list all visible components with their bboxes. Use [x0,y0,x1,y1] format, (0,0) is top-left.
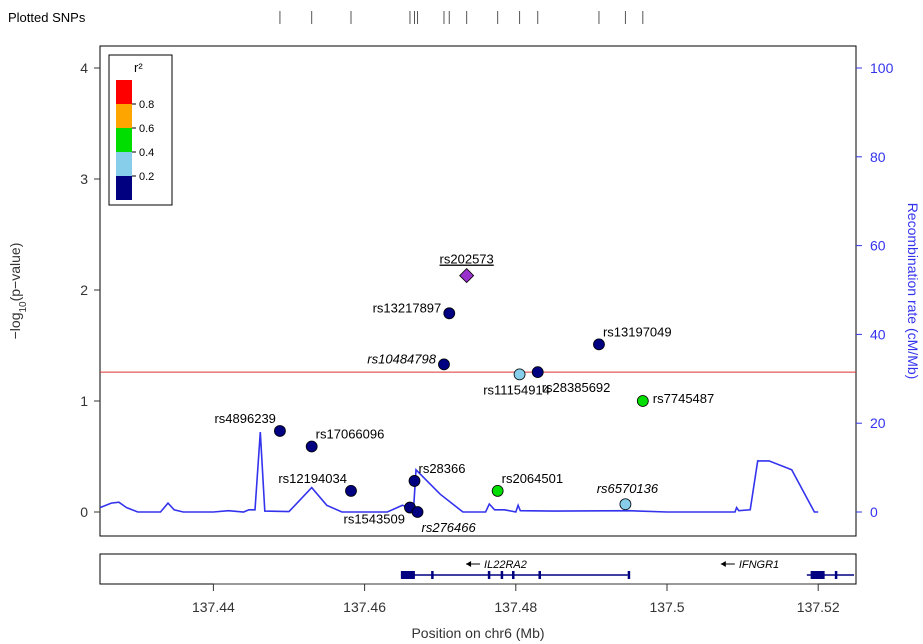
legend-label-0: 0.8 [139,99,154,111]
y-tick-label-0: 0 [80,504,88,520]
snp-label-rs28366: rs28366 [418,461,465,476]
snp-point-rs28385692 [531,366,544,379]
gene-exon-IL22RA2-7 [627,571,631,579]
gene-exon-IL22RA2-6 [538,571,541,579]
gene-exon-IL22RA2-3 [487,571,491,579]
legend-swatch-3 [116,152,132,176]
snp-label-rs4896239: rs4896239 [214,411,275,426]
snp-point-rs17066096 [305,440,318,453]
gene-exon-IL22RA2-2 [431,571,434,579]
x-tick-label-1: 137.46 [343,599,386,615]
gene-exon-IFNGR1-1 [834,571,838,579]
r2-legend: r² 0.8 0.6 0.4 0.2 [108,54,173,206]
snp-label-rs1543509: rs1543509 [344,512,405,527]
snp-point-rs4896239 [274,425,286,437]
gene-exon-IL22RA2-5 [512,571,515,579]
y2-tick-label-5: 100 [870,60,894,76]
snp-point-rs13217897 [443,307,456,320]
legend-swatch-4 [116,176,132,200]
snp-point-rs7745487 [636,395,649,407]
snp-label-rs10484798: rs10484798 [367,351,436,366]
legend-swatch-1 [116,104,132,128]
x-tick-label-2: 137.48 [494,599,537,615]
x-axis: 137.44 137.46 137.48 137.5 137.52 [192,583,840,615]
snp-label-rs202573: rs202573 [440,252,494,267]
y-tick-label-4: 4 [80,60,88,76]
gene-exon-IL22RA2-0 [400,571,415,579]
y2-tick-label-3: 60 [870,238,886,254]
legend-label-3: 0.2 [139,171,154,183]
x-tick-label-3: 137.5 [649,599,684,615]
snp-label-rs17066096: rs17066096 [316,427,385,442]
snp-point-rs202573 [459,268,475,284]
y-axis-left: 0 1 2 3 4 [80,60,100,520]
y-axis-label: −log10(p−value) [7,243,29,340]
gene-strand-arrow-IL22RA2 [466,561,472,567]
y-tick-label-2: 2 [80,282,88,298]
snp-label-rs7745487: rs7745487 [653,391,714,406]
legend-title: r² [134,60,143,75]
plotted-snps-label: Plotted SNPs [8,10,86,25]
snp-point-rs28366 [408,475,421,487]
snp-point-rs2064501 [491,485,504,497]
snp-point-rs11154914 [513,368,526,381]
gene-exon-IFNGR1-0 [810,571,825,579]
gene-label-IFNGR1: IFNGR1 [739,559,779,571]
snp-label-rs12194034: rs12194034 [278,471,347,486]
snp-points: rs202573 rs13217897 rs13197049 rs10484798 rs… [214,252,714,535]
legend-swatch-0 [116,80,132,104]
gene-exon-IL22RA2-1 [411,571,414,579]
snp-label-rs13217897: rs13217897 [373,300,442,315]
x-tick-label-0: 137.44 [192,599,235,615]
plot-frame [99,45,857,537]
gene-strand-arrow-IFNGR1 [720,561,726,567]
snp-label-rs11154914: rs11154914 [483,382,550,397]
snp-label-rs276466: rs276466 [422,520,477,535]
gene-label-IL22RA2: IL22RA2 [484,559,527,571]
y-axis-right: 0 20 40 60 80 100 [856,60,894,520]
snp-point-rs6570136 [619,498,632,511]
y2-tick-label-4: 80 [870,149,886,165]
gene-exon-IL22RA2-4 [500,571,504,579]
snp-label-rs6570136: rs6570136 [597,481,659,496]
legend-label-1: 0.6 [139,123,154,135]
snp-point-rs10484798 [438,358,450,371]
y2-axis-label: Recombination rate (cM/Mb) [905,203,921,380]
snp-rug [279,11,644,24]
y2-tick-label-0: 0 [870,504,878,520]
legend-swatch-2 [116,128,132,152]
y-tick-label-3: 3 [80,171,88,187]
y2-tick-label-1: 20 [870,415,886,431]
y2-tick-label-2: 40 [870,326,886,342]
snp-point-rs13197049 [593,338,605,351]
legend-label-2: 0.4 [139,147,154,159]
snp-label-rs28385692: rs28385692 [542,380,611,395]
snp-label-rs2064501: rs2064501 [502,471,563,486]
x-tick-label-4: 137.52 [797,599,840,615]
gene-track: IL22RA2 IFNGR1 [400,559,854,579]
snp-point-rs12194034 [345,485,357,497]
snp-point-rs276466 [411,506,424,518]
snp-label-rs13197049: rs13197049 [603,324,672,339]
y-tick-label-1: 1 [80,393,88,409]
x-axis-label: Position on chr6 (Mb) [411,625,544,641]
